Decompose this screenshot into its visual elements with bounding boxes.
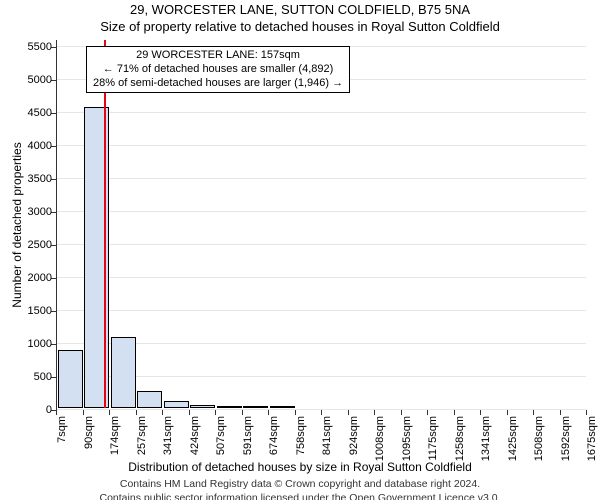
x-tick-mark (215, 410, 216, 415)
y-tick-label: 2000 (12, 272, 52, 284)
x-tick-mark (189, 410, 190, 415)
x-tick-mark (83, 410, 84, 415)
gridline-h (57, 376, 586, 377)
x-tick-mark (454, 410, 455, 415)
x-tick-mark (560, 410, 561, 415)
gridline-h (57, 277, 586, 278)
footer-line-2: Contains public sector information licen… (0, 492, 600, 500)
histogram-bar (217, 406, 242, 408)
x-tick-mark (401, 410, 402, 415)
x-tick-mark (242, 410, 243, 415)
y-tick-label: 4000 (12, 140, 52, 152)
x-tick-mark (109, 410, 110, 415)
chart-container: 29, WORCESTER LANE, SUTTON COLDFIELD, B7… (0, 0, 600, 500)
gridline-h (57, 211, 586, 212)
x-tick-mark (533, 410, 534, 415)
histogram-bar (243, 406, 268, 408)
subject-property-line (104, 40, 106, 408)
y-tick-label: 500 (12, 371, 52, 383)
gridline-h (57, 310, 586, 311)
y-tick-label: 4500 (12, 107, 52, 119)
title-line-2: Size of property relative to detached ho… (0, 19, 600, 34)
gridline-h (57, 178, 586, 179)
x-tick-mark (374, 410, 375, 415)
histogram-bar (58, 350, 83, 408)
x-tick-mark (136, 410, 137, 415)
histogram-bar (270, 406, 295, 408)
info-line-3: 28% of semi-detached houses are larger (… (93, 77, 343, 91)
gridline-h (57, 145, 586, 146)
x-tick-mark (268, 410, 269, 415)
info-box: 29 WORCESTER LANE: 157sqm ← 71% of detac… (86, 46, 350, 93)
x-tick-mark (56, 410, 57, 415)
gridline-h (57, 343, 586, 344)
y-tick-label: 0 (12, 404, 52, 416)
y-tick-label: 1500 (12, 305, 52, 317)
y-tick-label: 5000 (12, 74, 52, 86)
y-tick-label: 1000 (12, 338, 52, 350)
info-line-2: ← 71% of detached houses are smaller (4,… (93, 63, 343, 77)
footer-line-1: Contains HM Land Registry data © Crown c… (0, 478, 600, 490)
info-line-1: 29 WORCESTER LANE: 157sqm (93, 49, 343, 63)
x-tick-mark (295, 410, 296, 415)
x-tick-mark (427, 410, 428, 415)
x-tick-mark (480, 410, 481, 415)
x-tick-mark (507, 410, 508, 415)
gridline-h (57, 112, 586, 113)
y-tick-label: 5500 (12, 41, 52, 53)
title-line-1: 29, WORCESTER LANE, SUTTON COLDFIELD, B7… (0, 2, 600, 17)
histogram-bar (190, 405, 215, 408)
gridline-h (57, 244, 586, 245)
histogram-bar (111, 337, 136, 408)
plot-area (56, 40, 586, 410)
y-tick-label: 2500 (12, 239, 52, 251)
x-tick-mark (348, 410, 349, 415)
y-tick-label: 3500 (12, 173, 52, 185)
x-tick-mark (321, 410, 322, 415)
x-axis-label: Distribution of detached houses by size … (0, 460, 600, 474)
y-tick-label: 3000 (12, 206, 52, 218)
histogram-bar (164, 401, 189, 408)
histogram-bar (137, 391, 162, 408)
x-tick-mark (586, 410, 587, 415)
x-tick-mark (162, 410, 163, 415)
